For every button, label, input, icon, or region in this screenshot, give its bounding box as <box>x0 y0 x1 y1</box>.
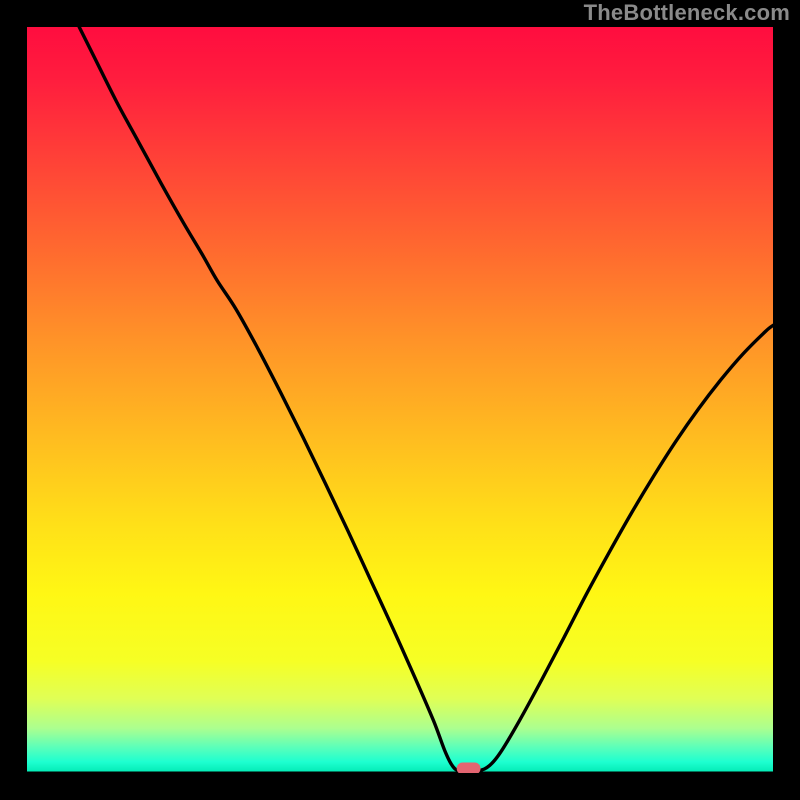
optimal-point-marker <box>457 763 481 773</box>
gradient-background <box>27 27 773 773</box>
bottleneck-curve-chart <box>27 27 773 773</box>
watermark-label: TheBottleneck.com <box>584 0 790 26</box>
chart-container: TheBottleneck.com <box>0 0 800 800</box>
plot-area <box>27 27 773 773</box>
